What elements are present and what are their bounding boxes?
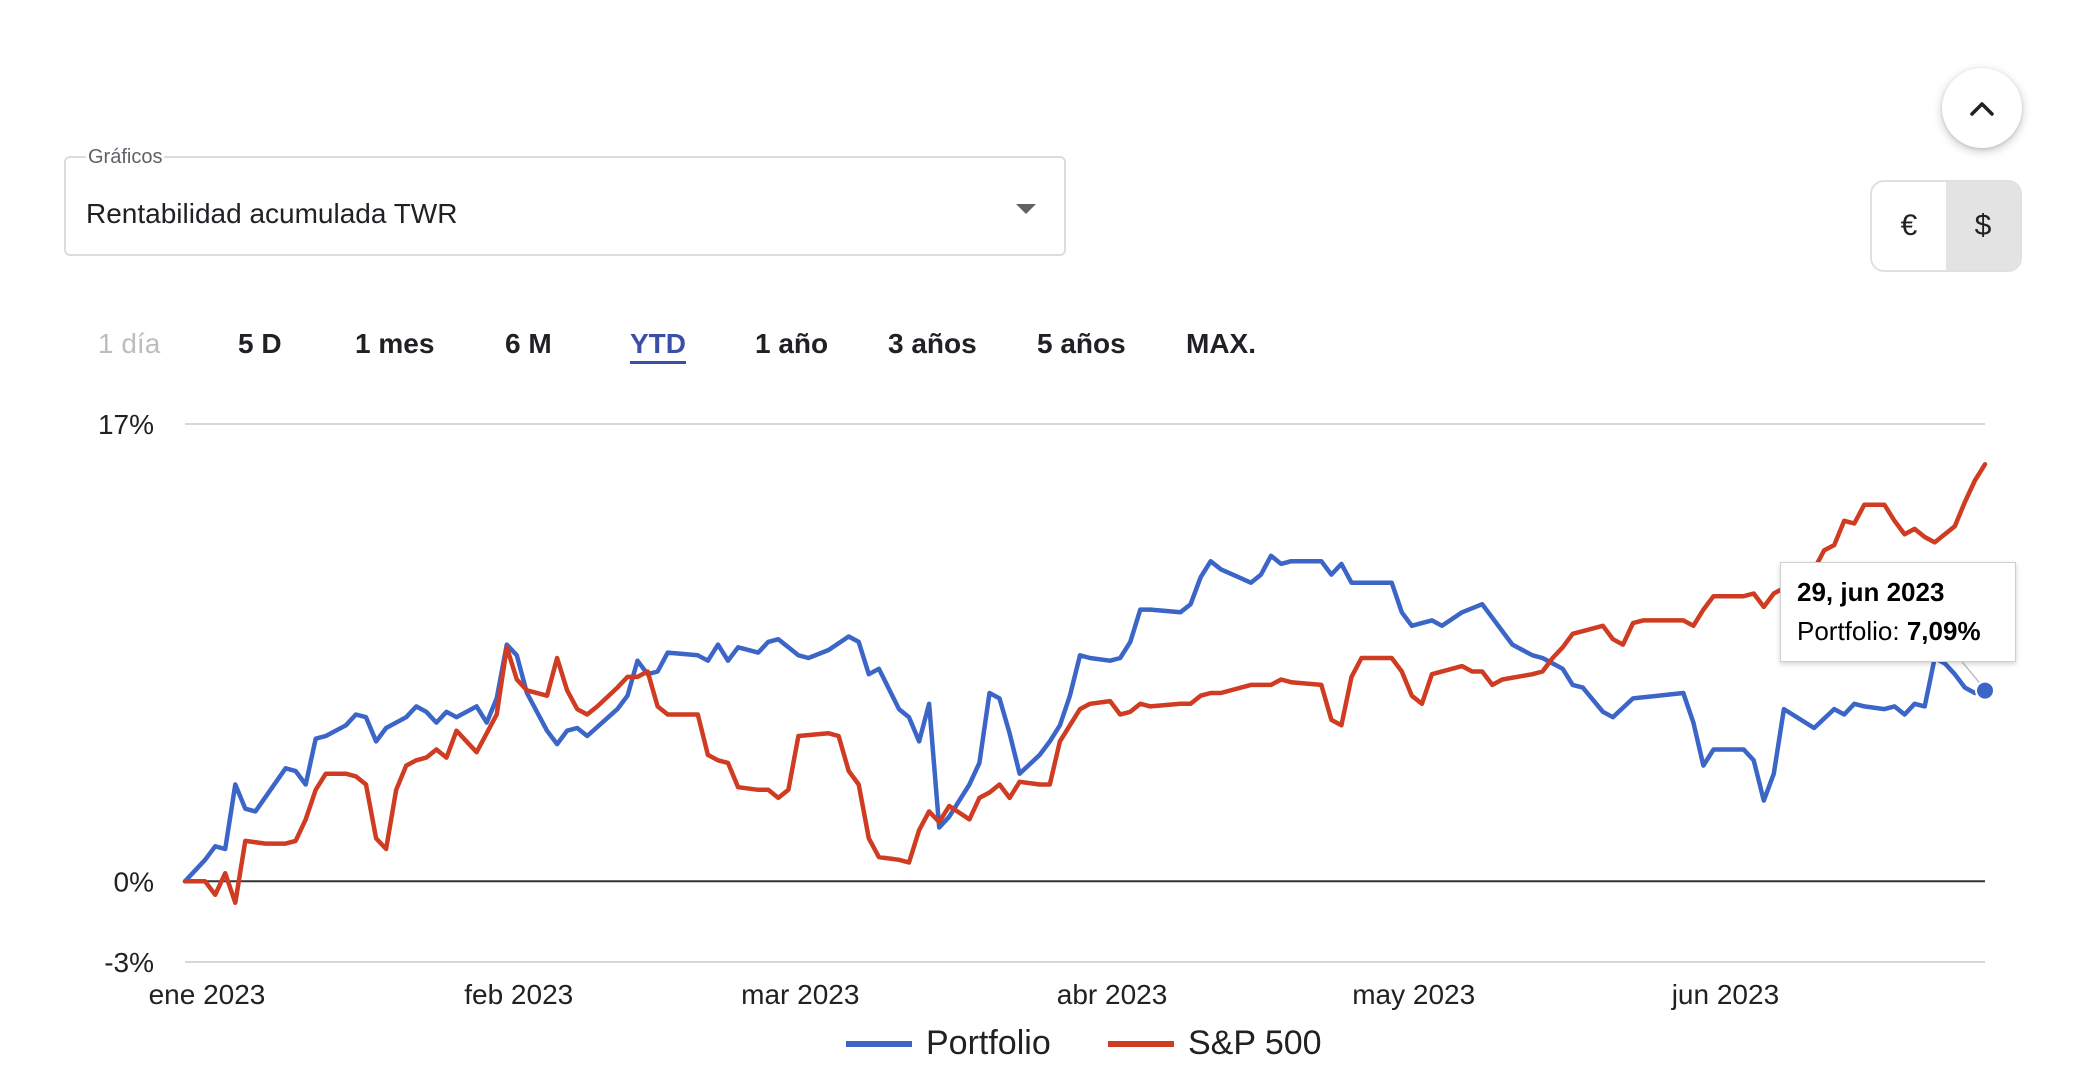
chart-legend: Portfolio S&P 500 [0,1024,2082,1068]
tooltip-series-label: Portfolio: [1797,616,1900,646]
legend-swatch-sp500 [1108,1040,1174,1047]
range-6-m[interactable]: 6 M [505,328,552,359]
range-max[interactable]: MAX. [1186,328,1256,359]
tooltip-row: Portfolio: 7,09% [1797,616,1999,647]
series-line-sp500 [182,462,1988,906]
tooltip-value: 7,09% [1906,616,1981,646]
x-tick-label: feb 2023 [464,979,573,1010]
chart-selector-label: Gráficos [86,146,165,169]
x-tick-label: mar 2023 [741,979,859,1010]
legend-swatch-portfolio [846,1040,912,1047]
tooltip-date: 29, jun 2023 [1797,577,1945,607]
hover-point-marker [1975,680,1995,701]
chart-tooltip: 29, jun 2023 Portfolio: 7,09% [1780,562,2016,662]
range-1-ano[interactable]: 1 año [755,328,829,359]
legend-label-portfolio: Portfolio [926,1024,1051,1062]
range-5-anos[interactable]: 5 años [1037,328,1126,359]
chart-selector-value: Rentabilidad acumulada TWR [86,198,458,229]
line-chart: 17% 0% -3% ene 2023 feb 2023 mar 2023 abr 202… [98,409,1995,1010]
x-tick-label: abr 2023 [1057,979,1168,1010]
chevron-up-icon [1970,102,1994,116]
x-tick-label: jun 2023 [1671,979,1779,1010]
scroll-top-button[interactable] [1942,68,2022,148]
currency-toggle: € $ [1870,180,2022,272]
range-ytd[interactable]: YTD [630,328,686,359]
x-tick-label: ene 2023 [149,979,266,1010]
range-5-d[interactable]: 5 D [238,328,282,359]
x-tick-label: may 2023 [1352,979,1475,1010]
range-1-mes[interactable]: 1 mes [355,328,435,359]
legend-item-sp500[interactable]: S&P 500 [1108,1024,1322,1063]
currency-eur-button[interactable]: € [1900,209,1918,242]
chart-selector[interactable]: Rentabilidad acumulada TWR [64,156,1066,256]
range-1-dia[interactable]: 1 día [98,328,161,359]
y-tick-label: 0% [114,866,154,897]
legend-item-portfolio[interactable]: Portfolio [846,1024,1051,1063]
series-line-portfolio [182,553,1988,884]
tooltip-pointer [1960,660,1982,686]
range-3-anos[interactable]: 3 años [888,328,977,359]
dropdown-arrow-icon [1016,204,1036,214]
currency-usd-button[interactable]: $ [1946,182,2020,270]
legend-label-sp500: S&P 500 [1188,1024,1322,1062]
y-tick-label: -3% [104,947,154,978]
y-tick-label: 17% [98,409,154,440]
